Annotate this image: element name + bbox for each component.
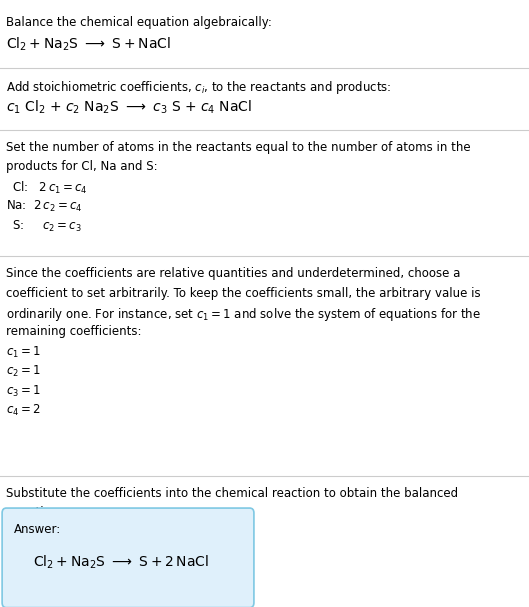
Text: Since the coefficients are relative quantities and underdetermined, choose a: Since the coefficients are relative quan… [6,267,461,280]
Text: equation:: equation: [6,506,62,519]
Text: coefficient to set arbitrarily. To keep the coefficients small, the arbitrary va: coefficient to set arbitrarily. To keep … [6,287,481,299]
Text: $c_1$ $\mathregular{Cl_2}$ $+$ $c_2$ $\mathregular{Na_2S}$ $\longrightarrow$ $c_: $c_1$ $\mathregular{Cl_2}$ $+$ $c_2$ $\m… [6,98,252,116]
Text: Add stoichiometric coefficients, $c_i$, to the reactants and products:: Add stoichiometric coefficients, $c_i$, … [6,79,392,96]
Text: $\mathregular{Cl_2 + Na_2S}$ $\mathregular{\longrightarrow}$ $\mathregular{S + N: $\mathregular{Cl_2 + Na_2S}$ $\mathregul… [6,35,171,53]
Text: remaining coefficients:: remaining coefficients: [6,325,142,338]
Text: Answer:: Answer: [14,523,61,535]
Text: Substitute the coefficients into the chemical reaction to obtain the balanced: Substitute the coefficients into the che… [6,487,459,500]
Text: Na:  $2\,c_2 = c_4$: Na: $2\,c_2 = c_4$ [6,199,83,214]
Text: S:     $c_2 = c_3$: S: $c_2 = c_3$ [12,219,81,234]
Text: products for Cl, Na and S:: products for Cl, Na and S: [6,160,158,173]
Text: Balance the chemical equation algebraically:: Balance the chemical equation algebraica… [6,16,272,29]
Text: $c_2 = 1$: $c_2 = 1$ [6,364,41,379]
Text: Set the number of atoms in the reactants equal to the number of atoms in the: Set the number of atoms in the reactants… [6,141,471,154]
Text: $c_4 = 2$: $c_4 = 2$ [6,403,41,418]
Text: ordinarily one. For instance, set $c_1 = 1$ and solve the system of equations fo: ordinarily one. For instance, set $c_1 =… [6,306,481,323]
Text: $c_3 = 1$: $c_3 = 1$ [6,384,41,399]
Text: $c_1 = 1$: $c_1 = 1$ [6,345,41,360]
Text: Cl:   $2\,c_1 = c_4$: Cl: $2\,c_1 = c_4$ [12,180,87,196]
FancyBboxPatch shape [2,508,254,607]
Text: $\mathregular{Cl_2 + Na_2S}$ $\longrightarrow$ $\mathregular{S + 2\,NaCl}$: $\mathregular{Cl_2 + Na_2S}$ $\longright… [33,554,208,571]
